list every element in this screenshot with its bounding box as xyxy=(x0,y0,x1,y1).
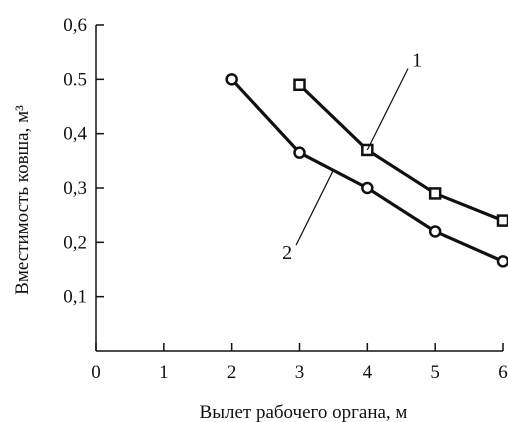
data-point-circle xyxy=(496,255,508,268)
y-tick-label: 0,2 xyxy=(63,232,87,253)
x-tick-label: 1 xyxy=(159,362,169,383)
series-leader-line xyxy=(295,169,334,246)
series-2: 2 xyxy=(225,73,508,268)
data-point-square xyxy=(293,78,306,92)
y-axis-title: Вместимость ковша, м³ xyxy=(12,105,33,295)
series-label: 1 xyxy=(412,49,422,71)
data-point-circle xyxy=(428,225,442,238)
y-tick-label: 0,3 xyxy=(63,178,87,199)
series-layer: 12 xyxy=(225,49,508,268)
series-1: 1 xyxy=(293,49,508,227)
y-tick-label: 0.5 xyxy=(63,69,87,90)
data-point-circle xyxy=(293,146,306,159)
data-point-square xyxy=(428,187,442,200)
data-point-square xyxy=(496,214,508,227)
series-leader-line xyxy=(366,68,409,151)
y-tick-label: 0,6 xyxy=(63,15,87,36)
x-tick-label: 2 xyxy=(227,362,237,383)
series-label: 2 xyxy=(282,242,292,264)
x-tick-label: 0 xyxy=(91,362,101,383)
y-tick-label: 0,1 xyxy=(63,287,87,308)
data-point-circle xyxy=(225,73,238,86)
x-tick-label: 5 xyxy=(430,362,440,383)
series-line xyxy=(298,83,504,223)
x-axis-title: Вылет рабочего органа, м xyxy=(200,402,408,422)
data-point-circle xyxy=(361,181,374,195)
series-line xyxy=(230,78,504,263)
x-tick-label: 4 xyxy=(363,362,373,383)
labels-layer: Вылет рабочего органа, м Вместимость ковш… xyxy=(12,105,407,422)
axes: 0 1 2 3 4 5 60,10,20,30,40.50,6 xyxy=(63,15,508,383)
x-tick-label: 6 xyxy=(498,362,508,383)
y-tick-label: 0,4 xyxy=(63,124,87,145)
x-tick-label: 3 xyxy=(295,362,305,383)
